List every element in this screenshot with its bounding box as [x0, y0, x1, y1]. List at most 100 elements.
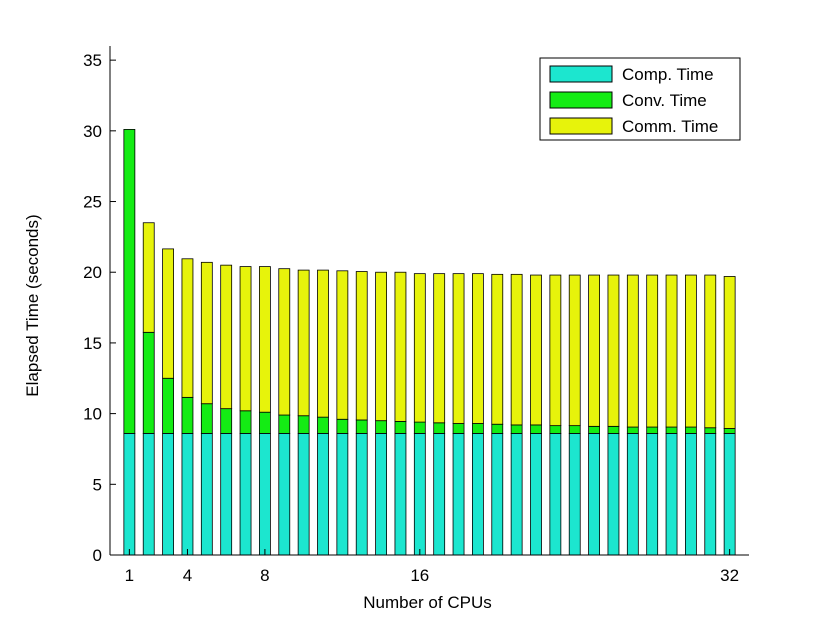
- bar-segment-comm-time-cpu-13: [355, 271, 368, 421]
- bar-segment-comp-time-cpu-25: [588, 433, 600, 556]
- y-tick-label: 0: [93, 546, 102, 565]
- bar-segment-conv-time-cpu-4: [181, 396, 194, 434]
- bar-segment-comp-time-cpu-19: [472, 433, 484, 556]
- bar-segment-comp-time-cpu-8: [259, 433, 271, 556]
- legend-label: Comp. Time: [622, 65, 714, 84]
- bar-segment-conv-time-cpu-31: [704, 427, 717, 434]
- bar-segment-comm-time-cpu-3: [162, 248, 174, 379]
- y-tick-label: 20: [83, 263, 102, 282]
- y-tick-label: 5: [93, 475, 102, 494]
- bar-segment-comp-time-cpu-16: [413, 433, 426, 556]
- y-tick-label: 25: [83, 193, 102, 212]
- bar-segment-conv-time-cpu-19: [472, 423, 484, 434]
- bar-segment-comm-time-cpu-26: [607, 274, 620, 427]
- bar-segment-conv-time-cpu-29: [665, 426, 678, 434]
- legend: Comp. Time Conv. Time Comm. Time: [539, 57, 741, 141]
- bar-segment-comp-time-cpu-2: [142, 433, 155, 556]
- bar-segment-comm-time-cpu-2: [142, 222, 155, 333]
- bar-segment-comp-time-cpu-22: [530, 433, 542, 556]
- bar-segment-conv-time-cpu-3: [162, 377, 174, 434]
- bar-segment-conv-time-cpu-22: [530, 424, 542, 434]
- bar-segment-conv-time-cpu-20: [491, 423, 504, 434]
- bar-segment-conv-time-cpu-18: [452, 423, 465, 434]
- bar-segment-comm-time-cpu-16: [413, 273, 426, 423]
- x-axis-label: Number of CPUs: [363, 593, 491, 612]
- bar-segment-conv-time-cpu-6: [220, 408, 233, 434]
- x-tick-label: 32: [720, 566, 739, 585]
- bar-segment-comm-time-cpu-15: [394, 271, 407, 422]
- bar-segment-comm-time-cpu-7: [239, 266, 252, 412]
- bar-segment-comp-time-cpu-3: [162, 433, 174, 556]
- bar-segment-comp-time-cpu-15: [394, 433, 407, 556]
- bar-segment-conv-time-cpu-12: [336, 418, 349, 434]
- bar-segment-conv-time-cpu-23: [549, 425, 562, 434]
- bar-segment-conv-time-cpu-24: [568, 425, 581, 434]
- bars-layer: [123, 129, 736, 556]
- bar-segment-comm-time-cpu-18: [452, 273, 465, 424]
- x-tick-label: 1: [125, 566, 134, 585]
- bar-segment-comm-time-cpu-5: [200, 261, 213, 405]
- bar-segment-conv-time-cpu-14: [375, 420, 387, 434]
- bar-segment-conv-time-cpu-21: [510, 424, 523, 434]
- bar-segment-comm-time-cpu-19: [472, 273, 484, 424]
- bar-segment-comm-time-cpu-21: [510, 273, 523, 426]
- bar-segment-comp-time-cpu-12: [336, 433, 349, 556]
- legend-swatch: [549, 65, 613, 83]
- bar-segment-comp-time-cpu-13: [355, 433, 368, 556]
- bar-segment-comp-time-cpu-23: [549, 433, 562, 556]
- x-tick-label: 4: [183, 566, 192, 585]
- y-tick-label: 10: [83, 405, 102, 424]
- bar-segment-comp-time-cpu-5: [200, 433, 213, 556]
- bar-segment-comm-time-cpu-31: [704, 274, 717, 429]
- bar-segment-conv-time-cpu-2: [142, 331, 155, 434]
- bar-segment-comm-time-cpu-4: [181, 258, 194, 398]
- bar-segment-comp-time-cpu-6: [220, 433, 233, 556]
- y-tick-label: 35: [83, 51, 102, 70]
- bar-segment-conv-time-cpu-13: [355, 419, 368, 434]
- bar-segment-comp-time-cpu-28: [646, 433, 659, 556]
- bar-segment-comm-time-cpu-11: [317, 269, 329, 418]
- bar-segment-comp-time-cpu-29: [665, 433, 678, 556]
- x-tick-label: 8: [260, 566, 269, 585]
- bar-segment-conv-time-cpu-10: [297, 415, 310, 434]
- bar-segment-comp-time-cpu-17: [433, 433, 446, 556]
- bar-segment-comm-time-cpu-6: [220, 264, 233, 410]
- legend-swatch: [549, 91, 613, 109]
- bar-segment-comp-time-cpu-32: [723, 433, 736, 556]
- y-tick-label: 30: [83, 122, 102, 141]
- y-axis-label: Elapsed Time (seconds): [23, 214, 42, 396]
- y-tick-label: 15: [83, 334, 102, 353]
- bar-segment-comm-time-cpu-22: [530, 274, 542, 426]
- bar-segment-comm-time-cpu-23: [549, 274, 562, 427]
- bar-segment-comp-time-cpu-20: [491, 433, 504, 556]
- bar-segment-comm-time-cpu-30: [685, 274, 697, 428]
- bar-segment-conv-time-cpu-32: [723, 428, 736, 434]
- bar-segment-conv-time-cpu-15: [394, 420, 407, 434]
- legend-label: Conv. Time: [622, 91, 707, 110]
- legend-swatch: [549, 117, 613, 135]
- y-ticks: 0 5 10 15 20 25 30 35: [83, 51, 116, 565]
- bar-segment-comp-time-cpu-30: [685, 433, 697, 556]
- bar-segment-comm-time-cpu-9: [278, 268, 291, 416]
- bar-segment-comp-time-cpu-14: [375, 433, 387, 556]
- bar-segment-comp-time-cpu-11: [317, 433, 329, 556]
- bar-segment-comm-time-cpu-8: [259, 266, 271, 413]
- bar-segment-comp-time-cpu-27: [626, 433, 639, 556]
- bar-segment-comm-time-cpu-28: [646, 274, 659, 428]
- bar-segment-conv-time-cpu-28: [646, 426, 659, 434]
- bar-segment-comm-time-cpu-24: [568, 274, 581, 427]
- bar-segment-comm-time-cpu-32: [723, 276, 736, 429]
- bar-segment-conv-time-cpu-25: [588, 425, 600, 434]
- bar-segment-comp-time-cpu-31: [704, 433, 717, 556]
- bar-segment-comp-time-cpu-26: [607, 433, 620, 556]
- bar-segment-comm-time-cpu-27: [626, 274, 639, 428]
- bar-segment-comp-time-cpu-7: [239, 433, 252, 556]
- bar-segment-comm-time-cpu-17: [433, 273, 446, 424]
- bar-segment-conv-time-cpu-9: [278, 414, 291, 434]
- bar-segment-conv-time-cpu-26: [607, 425, 620, 434]
- bar-segment-comp-time-cpu-10: [297, 433, 310, 556]
- x-ticks: 1 4 8 16 32: [125, 549, 739, 585]
- bar-segment-conv-time-cpu-5: [200, 403, 213, 434]
- bar-segment-comm-time-cpu-12: [336, 270, 349, 420]
